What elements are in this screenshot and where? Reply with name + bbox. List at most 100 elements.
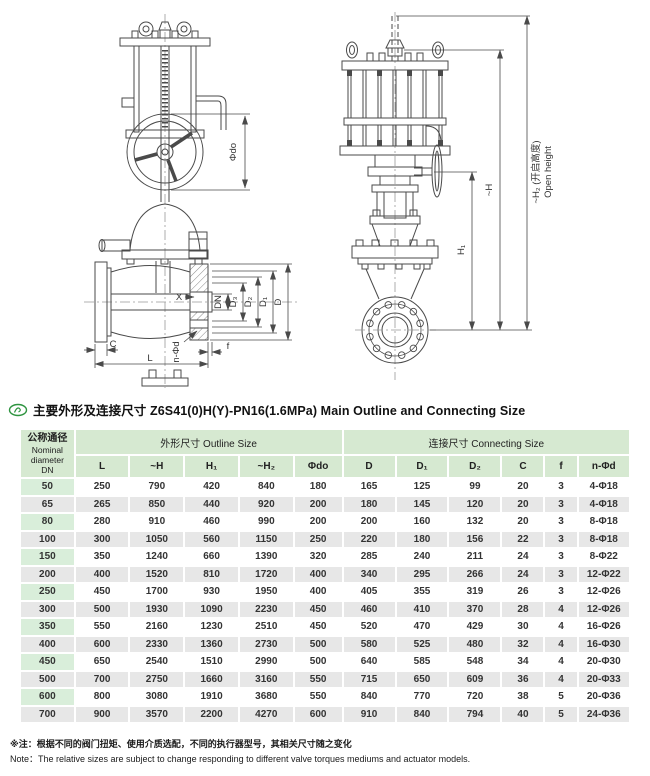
value-cell: 38 xyxy=(502,689,544,705)
value-cell: 12-Φ26 xyxy=(578,584,629,600)
value-cell: 350 xyxy=(75,549,129,565)
value-cell: 355 xyxy=(396,584,448,600)
value-cell: 156 xyxy=(449,531,501,547)
value-cell: 16-Φ26 xyxy=(578,619,629,635)
value-cell: 1390 xyxy=(239,549,293,565)
brand-logo-icon xyxy=(8,403,28,416)
value-cell: 145 xyxy=(396,496,448,512)
value-cell: 640 xyxy=(343,654,395,670)
value-cell: 4 xyxy=(545,636,577,652)
value-cell: 120 xyxy=(449,496,501,512)
value-cell: 3 xyxy=(545,514,577,530)
table-row: 200 400 1520 810 1720 400 340 295 266 24 3 12-Φ22 xyxy=(21,566,629,582)
value-cell: 4270 xyxy=(239,706,293,722)
dim-label-l: L xyxy=(147,353,152,364)
dim-label-c: C xyxy=(110,339,117,350)
value-cell: 550 xyxy=(294,689,342,705)
value-cell: 500 xyxy=(75,601,129,617)
dn-cell: 350 xyxy=(21,619,74,635)
column-header-f: f xyxy=(545,456,577,477)
right-view xyxy=(339,12,532,380)
value-cell: 580 xyxy=(343,636,395,652)
value-cell: 280 xyxy=(75,514,129,530)
dn-cell: 200 xyxy=(21,566,74,582)
dimension-table: 公称通径 Nominal diameter DN 外形尺寸 Outline Si… xyxy=(19,428,631,724)
table-row: 150 350 1240 660 1390 320 285 240 211 24 3 8-Φ22 xyxy=(21,549,629,565)
value-cell: 26 xyxy=(502,584,544,600)
value-cell: 24 xyxy=(502,549,544,565)
dim-label-d: D xyxy=(273,298,284,305)
table-body: 50 250 790 420 840 180 165 125 99 20 3 4-Φ18 65 26 5 85… xyxy=(21,479,629,722)
value-cell: 22 xyxy=(502,531,544,547)
value-cell: 520 xyxy=(343,619,395,635)
value-cell: 450 xyxy=(75,584,129,600)
table-row: 65 265 850 440 920 200 180 145 120 20 3 4-Φ18 xyxy=(21,496,629,512)
value-cell: 4-Φ18 xyxy=(578,479,629,495)
dn-cell: 100 xyxy=(21,531,74,547)
value-cell: 34 xyxy=(502,654,544,670)
value-cell: 550 xyxy=(294,671,342,687)
value-cell: 28 xyxy=(502,601,544,617)
value-cell: 3680 xyxy=(239,689,293,705)
page-title: 主要外形及连接尺寸 Z6S41(0)H(Y)-PN16(1.6MPa) Main… xyxy=(33,404,526,418)
value-cell: 12-Φ22 xyxy=(578,566,629,582)
table-row: 350 550 2160 1230 2510 450 520 470 429 30 4 16-Φ26 xyxy=(21,619,629,635)
value-cell: 12-Φ26 xyxy=(578,601,629,617)
value-cell: 2730 xyxy=(239,636,293,652)
value-cell: 24-Φ36 xyxy=(578,706,629,722)
value-cell: 5 xyxy=(545,706,577,722)
right-view-labels: H₁ ~H ~H₂ (开启高度) Open height xyxy=(456,140,554,255)
dn-cell: 500 xyxy=(21,671,74,687)
value-cell: 1510 xyxy=(185,654,238,670)
column-header-d2: D₂ xyxy=(449,456,501,477)
value-cell: 600 xyxy=(75,636,129,652)
value-cell: 560 xyxy=(185,531,238,547)
value-cell: 200 xyxy=(343,514,395,530)
value-cell: 440 xyxy=(185,496,238,512)
nominal-header-en2: diameter xyxy=(30,454,64,465)
value-cell: 5 xyxy=(545,689,577,705)
value-cell: 810 xyxy=(185,566,238,582)
value-cell: 250 xyxy=(294,531,342,547)
dim-label-dn: DN xyxy=(213,295,224,309)
table-row: 80 280 910 460 990 200 200 160 132 20 3 8-Φ18 xyxy=(21,514,629,530)
value-cell: 125 xyxy=(396,479,448,495)
dn-cell: 65 xyxy=(21,496,74,512)
value-cell: 650 xyxy=(396,671,448,687)
table-row: 300 500 1930 1090 2230 450 460 410 370 28 4 12-Φ26 xyxy=(21,601,629,617)
dim-label-d3: D₃ xyxy=(228,297,239,308)
value-cell: 850 xyxy=(130,496,184,512)
table-row: 600 800 3080 1910 3680 550 840 770 720 38 5 20-Φ36 xyxy=(21,689,629,705)
value-cell: 16-Φ30 xyxy=(578,636,629,652)
value-cell: 2160 xyxy=(130,619,184,635)
value-cell: 295 xyxy=(396,566,448,582)
value-cell: 400 xyxy=(294,584,342,600)
value-cell: 1720 xyxy=(239,566,293,582)
column-header-c: C xyxy=(502,456,544,477)
value-cell: 4-Φ18 xyxy=(578,496,629,512)
dn-cell: 250 xyxy=(21,584,74,600)
value-cell: 240 xyxy=(396,549,448,565)
value-cell: 165 xyxy=(343,479,395,495)
value-cell: 20-Φ36 xyxy=(578,689,629,705)
value-cell: 319 xyxy=(449,584,501,600)
column-header-l: L xyxy=(75,456,129,477)
value-cell: 700 xyxy=(75,671,129,687)
value-cell: 450 xyxy=(294,619,342,635)
value-cell: 266 xyxy=(449,566,501,582)
value-cell: 1520 xyxy=(130,566,184,582)
left-view xyxy=(84,14,298,388)
table-row: 500 700 2750 1660 3160 550 715 650 609 36 4 20-Φ33 xyxy=(21,671,629,687)
dn-cell: 50 xyxy=(21,479,74,495)
dim-label-n-phi-d: n-Φd xyxy=(171,341,182,362)
value-cell: 1930 xyxy=(130,601,184,617)
table-row: 50 250 790 420 840 180 165 125 99 20 3 4-Φ18 xyxy=(21,479,629,495)
value-cell: 460 xyxy=(343,601,395,617)
value-cell: 450 xyxy=(294,601,342,617)
dn-cell: 700 xyxy=(21,706,74,722)
table-row: 100 300 1050 560 1150 250 220 180 156 22 3 8-Φ18 xyxy=(21,531,629,547)
value-cell: 525 xyxy=(396,636,448,652)
value-cell: 660 xyxy=(185,549,238,565)
value-cell: 211 xyxy=(449,549,501,565)
value-cell: 200 xyxy=(294,496,342,512)
